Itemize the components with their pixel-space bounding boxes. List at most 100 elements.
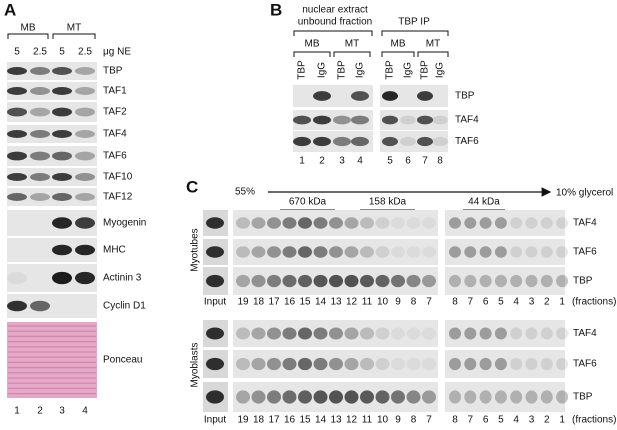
- band: [298, 390, 312, 404]
- band: [422, 327, 436, 340]
- band: [298, 327, 312, 340]
- band: [251, 327, 266, 340]
- fraction-number: 15: [299, 415, 311, 425]
- band: [391, 217, 405, 229]
- band: [313, 327, 328, 340]
- band: [391, 390, 405, 404]
- band: [329, 274, 343, 288]
- band: [525, 246, 538, 258]
- fraction-number: 2: [544, 297, 550, 308]
- band: [417, 91, 433, 101]
- fraction-number: 4: [513, 297, 519, 308]
- lane-number: 1: [299, 156, 305, 167]
- fractions-label: (fractions): [572, 297, 616, 308]
- antibody-label: IgG: [403, 62, 414, 78]
- fraction-number: 9: [395, 297, 401, 308]
- band: [432, 136, 448, 147]
- band: [236, 217, 250, 229]
- band: [7, 107, 27, 117]
- band: [313, 390, 328, 404]
- band: [422, 274, 436, 288]
- band: [494, 327, 507, 340]
- band: [251, 357, 266, 371]
- band: [329, 327, 343, 340]
- fraction-number: 4: [513, 415, 519, 425]
- row-label: Ponceau: [103, 355, 142, 366]
- band: [510, 274, 523, 288]
- bracket: [293, 30, 373, 36]
- band: [406, 246, 421, 258]
- band: [400, 136, 416, 147]
- band: [30, 300, 50, 312]
- antibody-label: TBP: [337, 60, 348, 80]
- band: [333, 115, 351, 125]
- group-label: MB: [391, 39, 406, 50]
- lane-number: 6: [405, 156, 411, 167]
- blot: [445, 239, 565, 265]
- group-label: MT: [67, 23, 81, 34]
- fraction-number: 17: [268, 297, 280, 308]
- band: [464, 246, 477, 258]
- band: [479, 327, 492, 340]
- band: [556, 217, 569, 229]
- band: [75, 130, 95, 138]
- band: [236, 357, 250, 371]
- band: [540, 217, 553, 229]
- band: [360, 357, 374, 371]
- fraction-number: 19: [237, 297, 249, 308]
- band: [282, 357, 297, 371]
- band: [422, 390, 436, 404]
- blot: [445, 210, 565, 236]
- fraction-number: 14: [315, 297, 327, 308]
- band: [7, 300, 27, 312]
- band: [525, 217, 538, 229]
- band: [52, 130, 72, 138]
- fraction-number: 1: [559, 415, 565, 425]
- blot: [445, 320, 565, 347]
- band: [329, 357, 343, 371]
- band: [282, 327, 297, 340]
- band: [360, 390, 374, 404]
- row-label: TBP: [573, 392, 593, 403]
- band: [267, 217, 281, 229]
- band: [391, 274, 405, 288]
- band: [236, 327, 250, 340]
- gradient-label: 10% glycerol: [556, 188, 613, 199]
- band: [7, 271, 27, 285]
- band: [30, 193, 50, 201]
- blot: [445, 350, 565, 378]
- marker-label: 44 kDa: [468, 197, 500, 208]
- bracket: [333, 51, 371, 57]
- band: [282, 274, 297, 288]
- band: [313, 274, 328, 288]
- input-label: Input: [204, 415, 226, 425]
- group-label: MB: [305, 39, 320, 50]
- band: [52, 244, 72, 256]
- group-label: MT: [345, 39, 359, 50]
- fraction-number: 18: [253, 415, 265, 425]
- lane-number: 5: [387, 156, 393, 167]
- antibody-label: TBP: [385, 60, 396, 80]
- band: [525, 390, 538, 404]
- fraction-number: 8: [411, 297, 417, 308]
- band: [282, 390, 297, 404]
- row-label: Cyclin D1: [103, 301, 146, 312]
- band: [391, 327, 405, 340]
- band: [406, 327, 421, 340]
- band: [236, 274, 250, 288]
- amount-label: 5: [14, 47, 20, 58]
- row-label: TAF4: [573, 218, 597, 229]
- band: [206, 274, 224, 288]
- band: [525, 274, 538, 288]
- row-label: TAF10: [103, 172, 133, 183]
- band: [267, 357, 281, 371]
- lane-number: 8: [437, 156, 443, 167]
- band: [293, 136, 311, 147]
- band: [432, 115, 448, 125]
- band: [206, 217, 224, 229]
- band: [52, 271, 72, 285]
- band: [282, 246, 297, 258]
- bracket: [52, 33, 96, 39]
- band: [494, 390, 507, 404]
- amount-label: 2.5: [33, 47, 47, 58]
